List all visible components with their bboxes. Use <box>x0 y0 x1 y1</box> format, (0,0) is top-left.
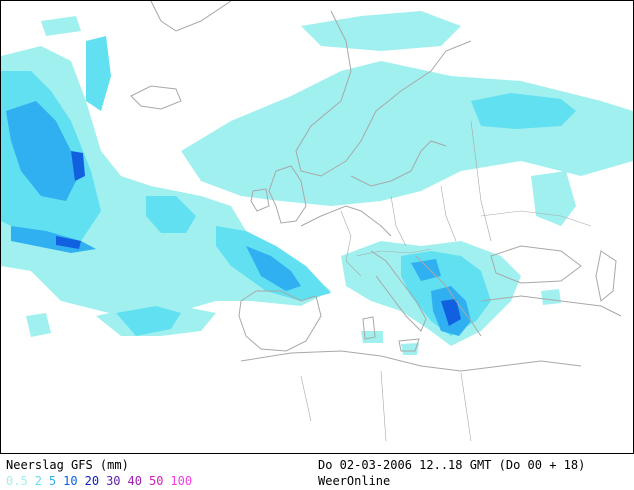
precip-layer-intense <box>56 151 461 326</box>
precip-area-russia-core <box>471 93 576 129</box>
legend-scale: 0.5 2 5 10 20 30 40 50 100 <box>6 474 199 488</box>
coastline-caspian <box>595 250 617 302</box>
legend-level-100: 100 <box>170 474 193 488</box>
precip-area-labrador-peak <box>71 151 85 181</box>
legend-level-5: 5 <box>48 474 57 488</box>
border-ukraine <box>480 210 592 227</box>
legend-level-2: 2 <box>34 474 42 488</box>
precip-area-sicily <box>401 343 419 355</box>
precip-area-sardinia <box>361 331 383 343</box>
legend-title: Neerslag GFS (mm) <box>6 458 129 472</box>
precip-area-top-atlantic <box>301 11 461 51</box>
precip-area-north-atlantic-mid <box>86 36 111 111</box>
coastline-north-africa <box>240 350 582 372</box>
legend-level-30: 30 <box>106 474 121 488</box>
border-russia-west <box>470 120 492 242</box>
coastline-sicily <box>398 338 420 352</box>
precip-area-atlantic-band-peak <box>56 236 81 249</box>
coastline-turkey <box>480 295 622 317</box>
legend-level-20: 20 <box>84 474 100 488</box>
coastline-norway <box>295 10 352 177</box>
precip-area-greece-peak <box>441 299 461 326</box>
coastline-ireland <box>250 188 270 212</box>
coastline-western-europe <box>300 205 392 237</box>
border-alps <box>355 248 432 257</box>
country-borders <box>300 120 592 442</box>
border-north-africa <box>300 370 472 442</box>
border-poland-east <box>440 185 457 242</box>
precipitation-map <box>0 0 634 454</box>
border-france-germany <box>340 210 362 277</box>
coastline-sweden-finland <box>345 40 472 162</box>
legend-level-40: 40 <box>127 474 142 488</box>
precip-area-nw-corner <box>41 16 81 36</box>
coastline-british-isles <box>268 165 307 224</box>
precip-area-small-west <box>26 313 51 337</box>
legend-level-10: 10 <box>63 474 78 488</box>
provider-name: WeerOnline <box>318 474 391 488</box>
coastline-iceland <box>130 85 182 110</box>
precip-area-central-atlantic <box>146 196 196 233</box>
precip-area-iberia-core <box>116 306 181 336</box>
precip-area-adriatic <box>411 259 441 281</box>
coastline-greenland <box>150 1 232 32</box>
precip-area-russia-east <box>531 171 576 226</box>
legend-level-50: 50 <box>148 474 164 488</box>
coastline-black-sea <box>490 245 582 284</box>
coastline-balkans <box>415 255 482 337</box>
valid-time: Do 02-03-2006 12..18 GMT (Do 00 + 18) <box>318 458 586 472</box>
precip-area-biscay-core <box>246 246 301 291</box>
coastline-sardinia <box>362 316 376 340</box>
border-germany-poland <box>390 195 407 247</box>
precip-area-eastern-stripe <box>541 289 561 305</box>
legend-level-0-5: 0.5 <box>6 474 28 488</box>
coastline-italy <box>370 250 427 332</box>
coastlines <box>130 1 622 372</box>
precip-area-labrador-core <box>6 101 76 201</box>
coastline-baltic <box>350 140 447 187</box>
coastline-iberia <box>238 290 322 352</box>
